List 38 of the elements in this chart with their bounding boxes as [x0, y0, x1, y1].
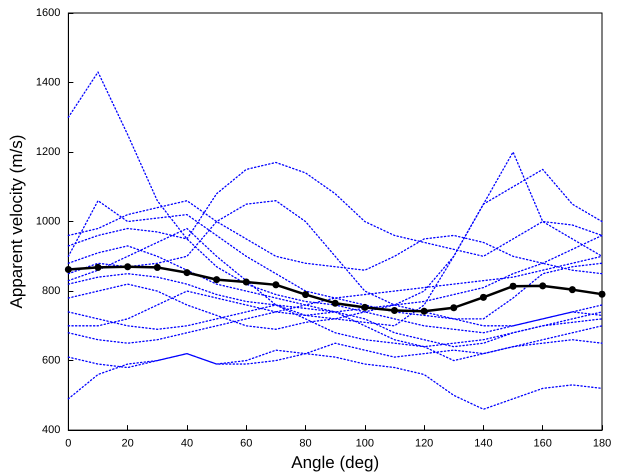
- x-tick-label: 100: [356, 438, 374, 450]
- point: [213, 276, 220, 284]
- x-tick-label: 40: [180, 438, 194, 450]
- y-tick-label: 400: [42, 424, 60, 436]
- x-tick-label: 120: [414, 438, 434, 450]
- y-tick-label: 600: [42, 354, 60, 367]
- point: [390, 307, 398, 314]
- y-tick-label: 800: [42, 285, 60, 298]
- x-tick-label: 60: [240, 438, 252, 450]
- y-tick-label: 1000: [36, 216, 60, 228]
- y-tick-label: 1600: [36, 7, 60, 19]
- point: [154, 264, 161, 271]
- point: [510, 282, 517, 290]
- x-tick-label: 140: [474, 438, 493, 450]
- point: [124, 263, 132, 270]
- x-tick-label: 80: [299, 438, 312, 450]
- x-axis-title: Angle (deg): [291, 453, 380, 472]
- x-tick-label: 20: [122, 438, 134, 450]
- point: [539, 282, 546, 290]
- y-tick-label: 1400: [36, 76, 60, 89]
- point: [361, 304, 368, 311]
- point: [302, 291, 310, 298]
- point: [480, 294, 487, 301]
- point: [568, 286, 576, 294]
- point: [242, 278, 250, 286]
- x-tick-label: 160: [534, 438, 552, 450]
- point: [94, 264, 102, 271]
- point: [332, 300, 339, 307]
- y-tick-label: 1200: [36, 146, 60, 158]
- x-tick-label: 180: [592, 438, 612, 450]
- point: [64, 266, 72, 274]
- point: [272, 281, 280, 288]
- y-axis-title: Apparent velocity (m/s): [7, 134, 26, 308]
- point: [450, 304, 458, 312]
- x-tick-label: 0: [65, 438, 72, 450]
- point: [420, 308, 428, 315]
- point: [183, 269, 190, 276]
- point: [598, 290, 606, 298]
